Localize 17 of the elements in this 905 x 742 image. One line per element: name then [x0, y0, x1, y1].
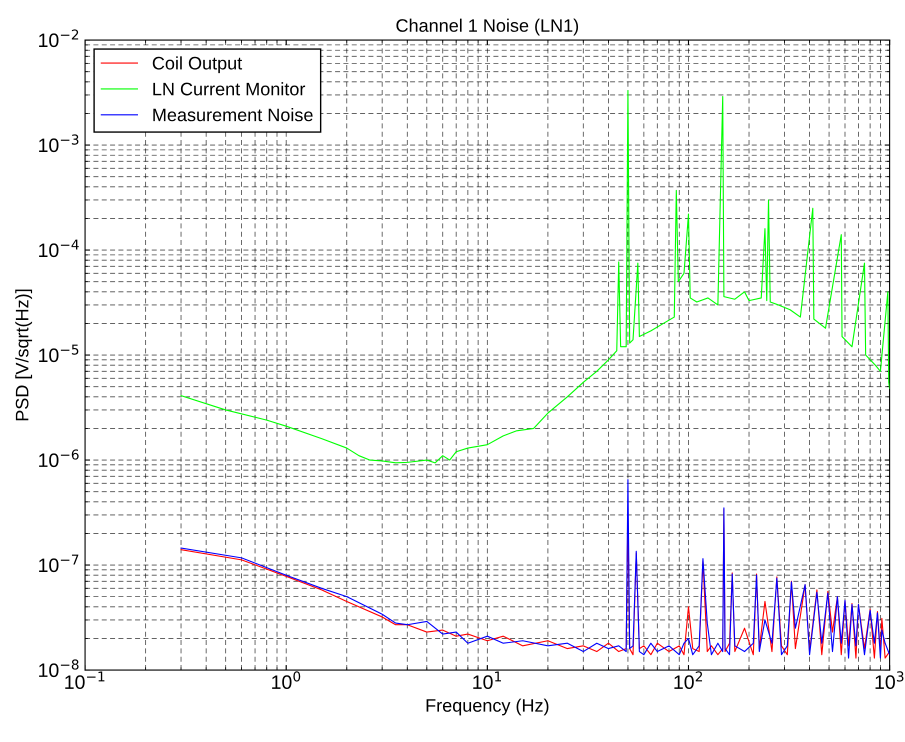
chart-title: Channel 1 Noise (LN1) — [396, 18, 578, 36]
legend-label: Coil Output — [152, 56, 242, 74]
y-tick-label: 10$^{−3}$ — [39, 134, 78, 152]
x-axis-title: Frequency (Hz) — [426, 698, 548, 716]
y-axis-title: PSD [V/sqrt(Hz)] — [15, 290, 32, 420]
y-tick-label: 10$^{−5}$ — [39, 344, 78, 362]
legend-label: LN Current Monitor — [153, 82, 306, 96]
x-tick-label: 10$^{2}$ — [674, 671, 702, 690]
x-tick-label: 10$^{−1}$ — [65, 671, 104, 690]
x-tick-label: 10$^{1}$ — [473, 671, 502, 690]
y-tick-label: 10$^{−4}$ — [39, 240, 79, 258]
y-tick-label: 10$^{−6}$ — [39, 449, 79, 468]
y-tick-label: 10$^{−7}$ — [39, 554, 78, 572]
x-tick-label: 10$^{3}$ — [876, 671, 904, 690]
x-tick-label: 10$^{0}$ — [272, 671, 300, 690]
legend-label: Measurement Noise — [153, 108, 313, 122]
y-tick-label: 10$^{−2}$ — [39, 29, 78, 48]
